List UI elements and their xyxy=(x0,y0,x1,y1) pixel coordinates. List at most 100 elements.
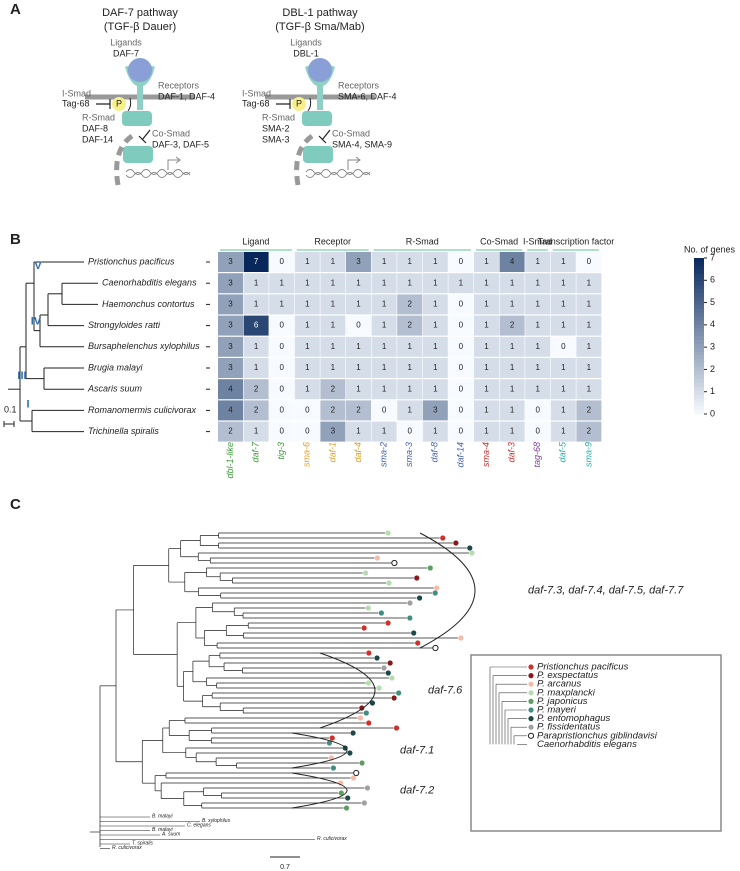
cell-label: 2 xyxy=(407,321,412,330)
heat-cell xyxy=(294,400,320,421)
colorbar-step xyxy=(694,394,704,399)
species-label: Caenorhabditis elegans xyxy=(102,278,197,288)
heat-cell xyxy=(576,358,602,378)
label: Receptors xyxy=(338,80,380,90)
heat-cell xyxy=(525,294,551,315)
gene-label: daf-7 xyxy=(250,441,260,463)
cell-label: 1 xyxy=(382,384,387,393)
colorbar-step xyxy=(694,261,704,267)
colorbar-step xyxy=(694,320,704,325)
colorbar-step xyxy=(694,382,704,388)
heat-cell xyxy=(448,252,474,272)
cell-label: 1 xyxy=(587,384,592,393)
heat-cell xyxy=(422,400,448,421)
colorbar-step xyxy=(694,390,704,395)
colorbar-step xyxy=(694,406,704,411)
label: DAF-1, DAF-4 xyxy=(158,91,215,101)
heat-cell xyxy=(320,294,346,315)
heat-cell xyxy=(474,273,499,294)
cell-label: 1 xyxy=(356,363,361,372)
heat-cell xyxy=(550,294,576,315)
heat-cell xyxy=(422,294,448,315)
cell-label: 1 xyxy=(382,278,387,287)
label: P xyxy=(116,98,122,108)
cell-label: 0 xyxy=(279,427,284,436)
tip-dot xyxy=(338,790,344,796)
heat-cell xyxy=(320,252,346,272)
colorbar-step xyxy=(694,355,704,360)
tip-dot xyxy=(347,750,353,756)
heat-cell xyxy=(576,294,602,315)
heat-cell xyxy=(218,252,243,272)
heat-cell xyxy=(499,252,525,272)
cell-label: 1 xyxy=(484,406,489,415)
cluster-bracket xyxy=(291,772,348,809)
cell-label: 1 xyxy=(459,278,464,287)
heat-cell xyxy=(525,315,551,336)
panel-label: B xyxy=(10,231,21,248)
heat-cell xyxy=(448,336,474,357)
label: Ligands xyxy=(110,37,142,47)
heat-cell xyxy=(550,358,576,378)
tip-dot xyxy=(350,775,357,781)
co-smad xyxy=(303,146,333,163)
cell-label: 1 xyxy=(433,363,438,372)
colorbar-step xyxy=(694,332,704,337)
cell-label: 0 xyxy=(459,427,464,436)
tip-dot xyxy=(453,540,459,546)
tip-dot xyxy=(374,655,380,661)
heat-cell xyxy=(448,294,474,315)
cell-label: 1 xyxy=(535,257,540,266)
colorbar-step xyxy=(694,386,704,392)
arrow xyxy=(127,97,132,112)
colorbar-step xyxy=(694,269,704,275)
heat-cell xyxy=(371,294,397,315)
heat-cell xyxy=(397,273,423,294)
cell-label: 1 xyxy=(407,363,412,372)
heat-cell xyxy=(243,294,269,315)
cell-label: 1 xyxy=(561,427,566,436)
heat-cell xyxy=(218,421,243,442)
legend-label: P. maxplancki xyxy=(537,687,596,698)
heat-cell xyxy=(448,358,474,378)
dna xyxy=(305,169,371,178)
cluster-bracket xyxy=(319,652,376,729)
legend-label: P. fissidentatus xyxy=(537,722,600,733)
heat-cell xyxy=(243,379,269,400)
heat-cell xyxy=(269,294,295,315)
tip-dot xyxy=(365,680,372,686)
cell-label: 1 xyxy=(484,342,489,351)
heat-cell xyxy=(525,358,551,378)
heat-cell xyxy=(269,273,295,294)
tip-dot xyxy=(427,565,433,571)
heat-cell xyxy=(269,358,295,378)
heat-cell xyxy=(576,336,602,357)
cell-label: 1 xyxy=(587,342,592,351)
heat-cell xyxy=(448,379,474,400)
cell-label: 1 xyxy=(356,300,361,309)
inhibit xyxy=(96,99,111,109)
label: DBL-1 xyxy=(293,48,319,58)
gene-label: daf-1 xyxy=(327,442,337,463)
transcription-arrow xyxy=(167,156,181,170)
colorbar-step xyxy=(694,375,704,380)
heat-cell xyxy=(371,358,397,378)
species-label: Bursaphelenchus xylophilus xyxy=(88,341,200,351)
group-label: Co-Smad xyxy=(480,236,518,246)
tip-dot xyxy=(364,785,371,791)
cell-label: 1 xyxy=(561,300,566,309)
tip-dot xyxy=(387,660,393,666)
colorbar-step xyxy=(694,343,704,349)
cell-label: 1 xyxy=(433,427,438,436)
cell-label: 1 xyxy=(305,363,310,372)
cell-label: 0 xyxy=(587,257,592,266)
tip-dot xyxy=(357,715,364,721)
tip-dot xyxy=(407,615,413,621)
label: SMA-4, SMA-9 xyxy=(332,139,392,149)
cell-label: 1 xyxy=(561,363,566,372)
heat-cell xyxy=(371,379,397,400)
outgroup-label: C. elegans xyxy=(187,822,211,828)
tip-dot xyxy=(391,559,398,567)
heat-cell xyxy=(294,315,320,336)
